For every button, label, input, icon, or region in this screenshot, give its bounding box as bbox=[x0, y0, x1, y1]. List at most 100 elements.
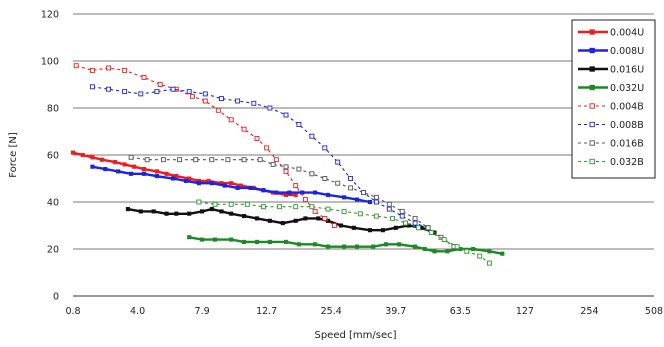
data-point bbox=[325, 206, 331, 212]
data-point bbox=[432, 249, 437, 254]
data-point bbox=[80, 152, 85, 158]
data-point bbox=[274, 190, 279, 195]
data-point bbox=[296, 242, 301, 247]
data-point bbox=[428, 230, 434, 236]
x-tick-label: 39.7 bbox=[385, 306, 406, 317]
x-tick-label: 63.5 bbox=[450, 306, 471, 317]
data-point bbox=[141, 167, 147, 172]
data-point bbox=[129, 171, 134, 176]
data-point bbox=[322, 176, 328, 181]
data-point bbox=[354, 197, 360, 202]
data-point bbox=[316, 216, 321, 221]
data-point bbox=[280, 221, 285, 226]
data-point bbox=[202, 98, 208, 104]
data-point bbox=[313, 190, 318, 195]
x-axis-title: Speed [mm/sec] bbox=[314, 330, 396, 341]
data-point bbox=[125, 207, 130, 212]
data-point bbox=[422, 246, 427, 252]
data-point bbox=[283, 164, 289, 170]
data-point bbox=[302, 197, 308, 203]
data-point bbox=[196, 181, 201, 186]
data-point bbox=[309, 133, 315, 139]
data-point bbox=[296, 122, 302, 127]
y-tick-label: 80 bbox=[47, 104, 59, 115]
data-point bbox=[122, 67, 128, 73]
data-point bbox=[200, 209, 205, 214]
data-point bbox=[303, 216, 308, 221]
legend-box bbox=[571, 19, 656, 179]
data-point bbox=[170, 86, 176, 92]
series-line bbox=[127, 207, 435, 234]
x-tick-label: 0.8 bbox=[65, 306, 80, 317]
data-point bbox=[354, 244, 360, 249]
series-0.032B bbox=[196, 199, 492, 266]
data-point bbox=[471, 246, 476, 252]
data-point bbox=[325, 244, 331, 249]
data-point bbox=[89, 67, 95, 73]
data-point bbox=[425, 225, 431, 231]
data-point bbox=[464, 248, 470, 254]
data-point bbox=[342, 195, 347, 200]
data-point bbox=[193, 157, 199, 163]
data-point bbox=[215, 107, 221, 113]
data-point bbox=[283, 168, 289, 174]
data-point bbox=[287, 190, 292, 195]
legend-label-0.016U: 0.016U bbox=[610, 65, 644, 76]
data-point bbox=[122, 162, 127, 167]
data-point bbox=[242, 239, 247, 244]
x-tick-label: 127 bbox=[516, 306, 534, 317]
data-point bbox=[90, 164, 95, 169]
data-point bbox=[189, 93, 195, 99]
data-point bbox=[244, 201, 250, 207]
data-point bbox=[241, 126, 247, 132]
data-point bbox=[313, 242, 318, 247]
series-line bbox=[188, 236, 503, 255]
data-point bbox=[242, 214, 247, 219]
data-point bbox=[228, 117, 234, 123]
data-point bbox=[257, 157, 263, 163]
data-point bbox=[373, 199, 379, 205]
data-point bbox=[177, 157, 182, 163]
data-point bbox=[196, 199, 202, 205]
data-point bbox=[219, 96, 224, 102]
data-point bbox=[132, 164, 137, 169]
x-tick-label: 254 bbox=[580, 306, 598, 317]
data-point bbox=[384, 242, 389, 247]
data-point bbox=[373, 213, 379, 219]
data-point bbox=[412, 220, 418, 226]
y-tick-label: 0 bbox=[53, 292, 59, 303]
legend-swatch-marker bbox=[589, 103, 595, 109]
data-point bbox=[415, 225, 421, 231]
data-point bbox=[248, 185, 253, 190]
data-point bbox=[486, 260, 492, 266]
data-point bbox=[138, 91, 144, 97]
data-point bbox=[229, 181, 234, 186]
data-point bbox=[273, 157, 279, 163]
data-point bbox=[264, 145, 270, 151]
data-point bbox=[151, 209, 156, 214]
data-point bbox=[293, 204, 299, 210]
series-0.008U bbox=[90, 164, 373, 205]
data-point bbox=[235, 185, 240, 190]
data-point bbox=[487, 249, 492, 254]
data-point bbox=[229, 211, 234, 216]
data-point bbox=[412, 215, 418, 221]
axes: Speed [mm/sec] Force [N] 0 20 40 60 80 100 120… bbox=[8, 10, 663, 342]
data-point bbox=[254, 239, 260, 244]
data-point bbox=[229, 237, 234, 242]
data-point bbox=[500, 251, 505, 256]
data-point bbox=[209, 207, 214, 212]
legend-label-0.008B: 0.008B bbox=[610, 120, 644, 131]
legend-swatch-marker bbox=[589, 66, 595, 72]
data-point bbox=[322, 145, 328, 151]
data-point bbox=[312, 208, 318, 214]
data-point bbox=[267, 105, 273, 111]
legend-label-0.004B: 0.004B bbox=[610, 102, 644, 113]
legend-swatch-marker bbox=[589, 158, 595, 165]
data-point bbox=[348, 185, 354, 191]
data-point bbox=[164, 211, 169, 216]
series-0.032U bbox=[187, 235, 505, 256]
data-point bbox=[293, 218, 298, 223]
data-point bbox=[261, 188, 266, 193]
data-point bbox=[235, 98, 241, 104]
